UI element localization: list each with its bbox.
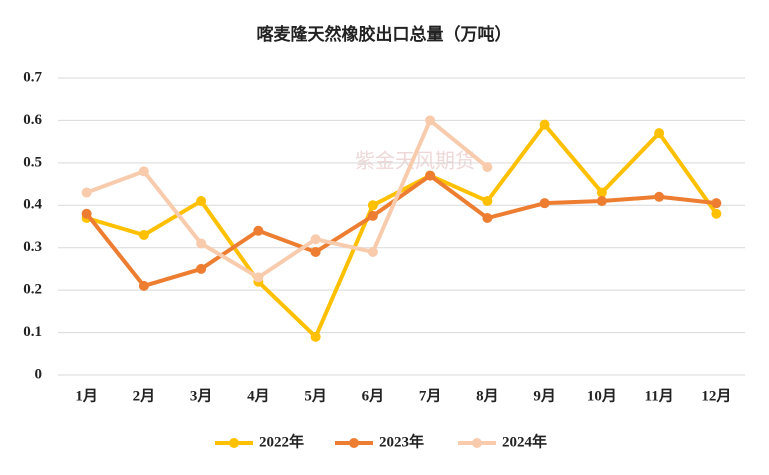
series-line [85,173,717,288]
point [711,208,722,219]
legend-label: 2024年 [502,432,547,450]
x-tick-label: 7月 [419,387,442,404]
point [81,208,92,219]
point [425,170,436,181]
point [253,225,264,236]
watermark: 紫金天风期货 [355,150,475,173]
point [654,128,665,139]
point [367,246,378,257]
point [654,191,665,202]
point [310,331,321,342]
x-tick-label: 1月 [75,387,98,404]
point [482,196,493,207]
point [138,229,149,240]
legend-label: 2023年 [379,432,424,450]
point [482,162,493,173]
x-tick-label: 10月 [587,387,617,404]
legend-marker [349,438,359,448]
y-tick-label: 0.6 [23,112,42,128]
point [81,187,92,198]
y-tick-label: 0.5 [23,154,42,170]
x-tick-label: 12月 [701,387,731,404]
x-tick-label: 6月 [362,387,385,404]
x-tick-label: 9月 [533,387,556,404]
y-tick-label: 0.4 [23,197,42,213]
point [253,272,264,283]
x-tick-label: 2月 [133,387,156,404]
point [196,238,207,249]
point [539,119,550,130]
point [196,263,207,274]
point [482,213,493,224]
y-tick-label: 0 [35,366,43,382]
series-line [85,118,489,280]
point [367,210,378,221]
chart-title: 喀麦隆天然橡胶出口总量（万吨） [257,24,512,44]
legend-label: 2022年 [259,432,304,450]
point [596,196,607,207]
point [138,166,149,177]
point [596,187,607,198]
point [310,246,321,257]
y-tick-label: 0.7 [23,69,42,85]
point [367,200,378,211]
y-tick-label: 0.2 [23,282,42,298]
point [425,115,436,126]
point [138,280,149,291]
x-tick-label: 8月 [476,387,499,404]
point [310,234,321,245]
y-tick-label: 0.3 [23,239,42,255]
x-tick-label: 5月 [304,387,327,404]
legend-marker [229,438,239,448]
point [196,196,207,207]
y-tick-label: 0.1 [23,324,42,340]
point [539,198,550,209]
x-tick-label: 3月 [190,387,213,404]
point [711,198,722,209]
x-tick-label: 11月 [645,387,674,404]
legend-marker [472,438,482,448]
x-tick-label: 4月 [247,387,270,404]
